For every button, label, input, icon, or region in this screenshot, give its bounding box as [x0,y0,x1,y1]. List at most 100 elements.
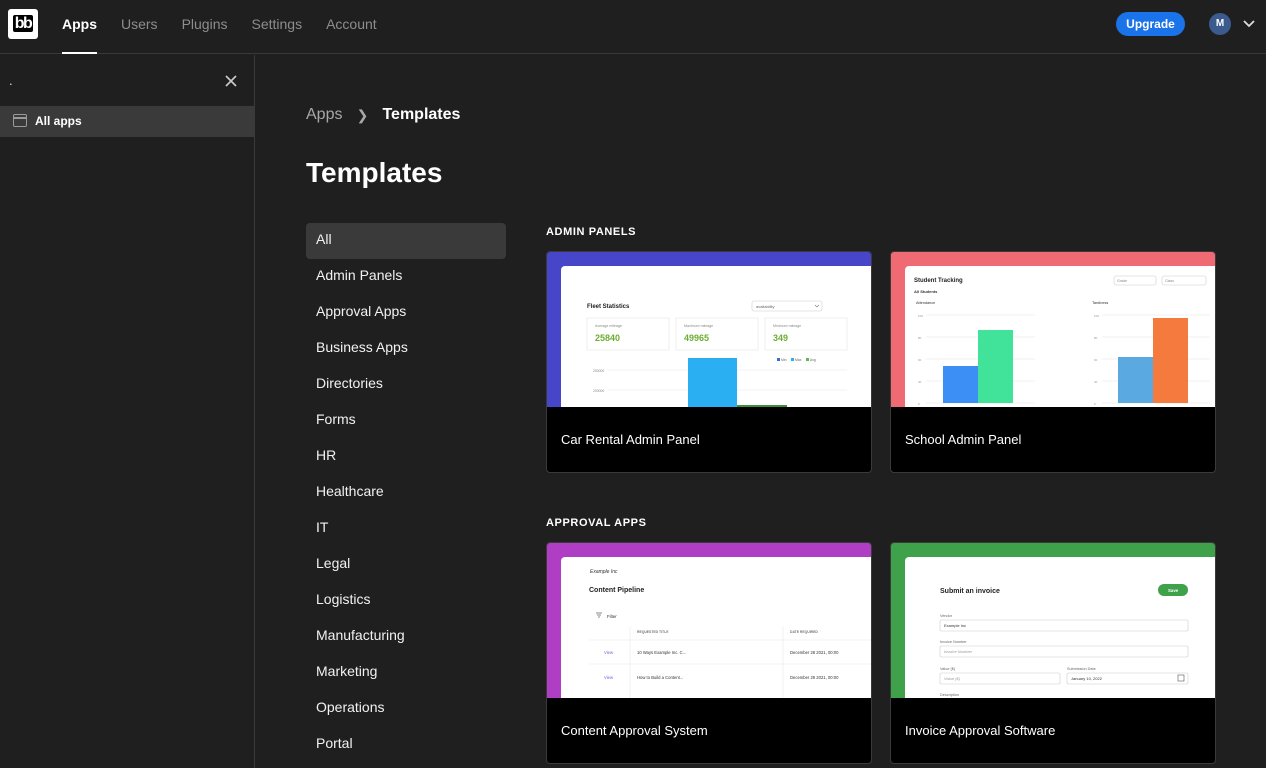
invoice-number-field [939,645,1189,658]
template-card-invoice-approval[interactable]: Submit an invoice Save Vendor Example In… [890,542,1216,764]
card-thumbnail: Submit an invoice Save Vendor Example In… [891,543,1215,698]
calendar-icon [1177,674,1185,682]
preview-dropdown [1113,275,1157,286]
tick-label: 80 [1094,336,1098,340]
view-link: View [604,675,614,680]
legend-label: Min [781,358,787,362]
template-card-car-rental[interactable]: Fleet Statistics availability Average mi… [546,251,872,473]
stat-value: 349 [773,333,788,343]
nav-account[interactable]: Account [326,16,377,32]
category-marketing[interactable]: Marketing [316,663,378,679]
category-it[interactable]: IT [316,519,329,535]
sidebar-item-label: All apps [35,114,82,128]
tick-label: 40 [918,380,922,384]
tick-label: 250000 [593,369,604,373]
column-header: DATE REQUIRED [790,630,818,634]
tick-label: 60 [918,358,922,362]
breadcrumb-current: Templates [382,106,461,123]
avatar[interactable]: M [1209,13,1231,35]
field-label: Description [940,693,959,697]
field-label: Invoice Number [940,640,967,644]
category-approval-apps[interactable]: Approval Apps [316,303,407,319]
chart-bar [1153,318,1188,403]
category-directories[interactable]: Directories [316,375,383,391]
chart-bar [943,366,978,403]
preview-title: Submit an invoice [940,588,1000,595]
stat-box [586,317,670,351]
main-nav: Apps Users Plugins Settings Account [62,0,401,54]
preview-screenshot: Student Tracking All Students Grade Clas… [905,266,1215,407]
legend-label: Avg [810,358,816,362]
category-forms[interactable]: Forms [316,411,356,427]
legend-swatch [791,358,794,361]
window-icon [13,114,27,127]
sidebar-search-input[interactable]: . [9,73,13,88]
column-header: REQUESTED TITLE [637,630,669,634]
category-admin-panels[interactable]: Admin Panels [316,267,403,283]
field-label: Value ($) [940,667,956,671]
breadcrumb: Apps ❯ Templates [306,106,460,124]
breadcrumb-apps-link[interactable]: Apps [306,106,343,123]
tick-label: 60 [1094,358,1098,362]
category-portal[interactable]: Portal [316,735,353,751]
chevron-down-icon[interactable] [1241,15,1257,31]
card-thumbnail: Student Tracking All Students Grade Clas… [891,252,1215,407]
category-all[interactable]: All [306,223,506,259]
category-operations[interactable]: Operations [316,699,385,715]
preview-filter: Filter [607,614,617,619]
field-label: Submission Date [1067,667,1096,671]
preview-subtitle: All Students [914,289,938,294]
row-title: How to Build a Content... [637,675,683,680]
chevron-down-icon [814,304,820,308]
category-hr[interactable]: HR [316,447,337,463]
nav-apps[interactable]: Apps [62,0,97,54]
preview-title: Content Pipeline [589,587,644,594]
sidebar-item-all-apps[interactable]: All apps [0,106,254,137]
budibase-logo[interactable]: bb [8,9,38,39]
chart-bar [978,330,1013,403]
template-card-school-admin[interactable]: Student Tracking All Students Grade Clas… [890,251,1216,473]
save-button [1158,584,1188,596]
upgrade-button[interactable]: Upgrade [1116,12,1185,36]
nav-settings[interactable]: Settings [251,16,303,32]
tick-label: 0 [1094,402,1096,406]
stat-label: Maximum mileage [684,324,713,328]
card-title: Invoice Approval Software [905,723,1056,738]
stat-value: 49965 [684,333,709,343]
preview-screenshot: Example Inc Content Pipeline Filter REQU… [561,557,871,698]
preview-dropdown [751,300,823,312]
row-title: 10 Ways Example Inc. C... [637,650,686,655]
vendor-field [939,619,1189,632]
category-manufacturing[interactable]: Manufacturing [316,627,405,643]
stat-value: 25840 [595,333,620,343]
row-date: December 28 2021, 00:00 [790,650,839,655]
logo-text: bb [12,15,34,32]
nav-plugins[interactable]: Plugins [181,16,228,32]
category-list: All Admin Panels Approval Apps Business … [306,223,506,763]
category-logistics[interactable]: Logistics [316,591,371,607]
preview-dropdown-text: Grade [1117,279,1127,283]
row-date: December 29 2021, 00:00 [790,675,839,680]
card-title: Car Rental Admin Panel [561,432,700,447]
category-business-apps[interactable]: Business Apps [316,339,408,355]
value-placeholder: Value ($) [944,676,961,681]
card-title: Content Approval System [561,723,708,738]
chart-bar [688,358,737,407]
preview-company: Example Inc [590,569,618,575]
tick-label: 0 [918,402,920,406]
view-link: View [604,650,614,655]
page-title: Templates [306,157,443,188]
nav-users[interactable]: Users [121,16,158,32]
category-legal[interactable]: Legal [316,555,351,571]
stat-label: Average mileage [595,324,622,328]
template-card-content-approval[interactable]: Example Inc Content Pipeline Filter REQU… [546,542,872,764]
preview-screenshot: Submit an invoice Save Vendor Example In… [905,557,1215,698]
stat-box [764,317,848,351]
field-label: Vendor [940,614,953,618]
category-healthcare[interactable]: Healthcare [316,483,384,499]
card-title: School Admin Panel [905,432,1022,447]
section-title-admin-panels: ADMIN PANELS [546,226,637,238]
close-icon[interactable] [223,73,239,89]
legend-swatch [777,358,780,361]
tick-label: 200000 [593,389,604,393]
